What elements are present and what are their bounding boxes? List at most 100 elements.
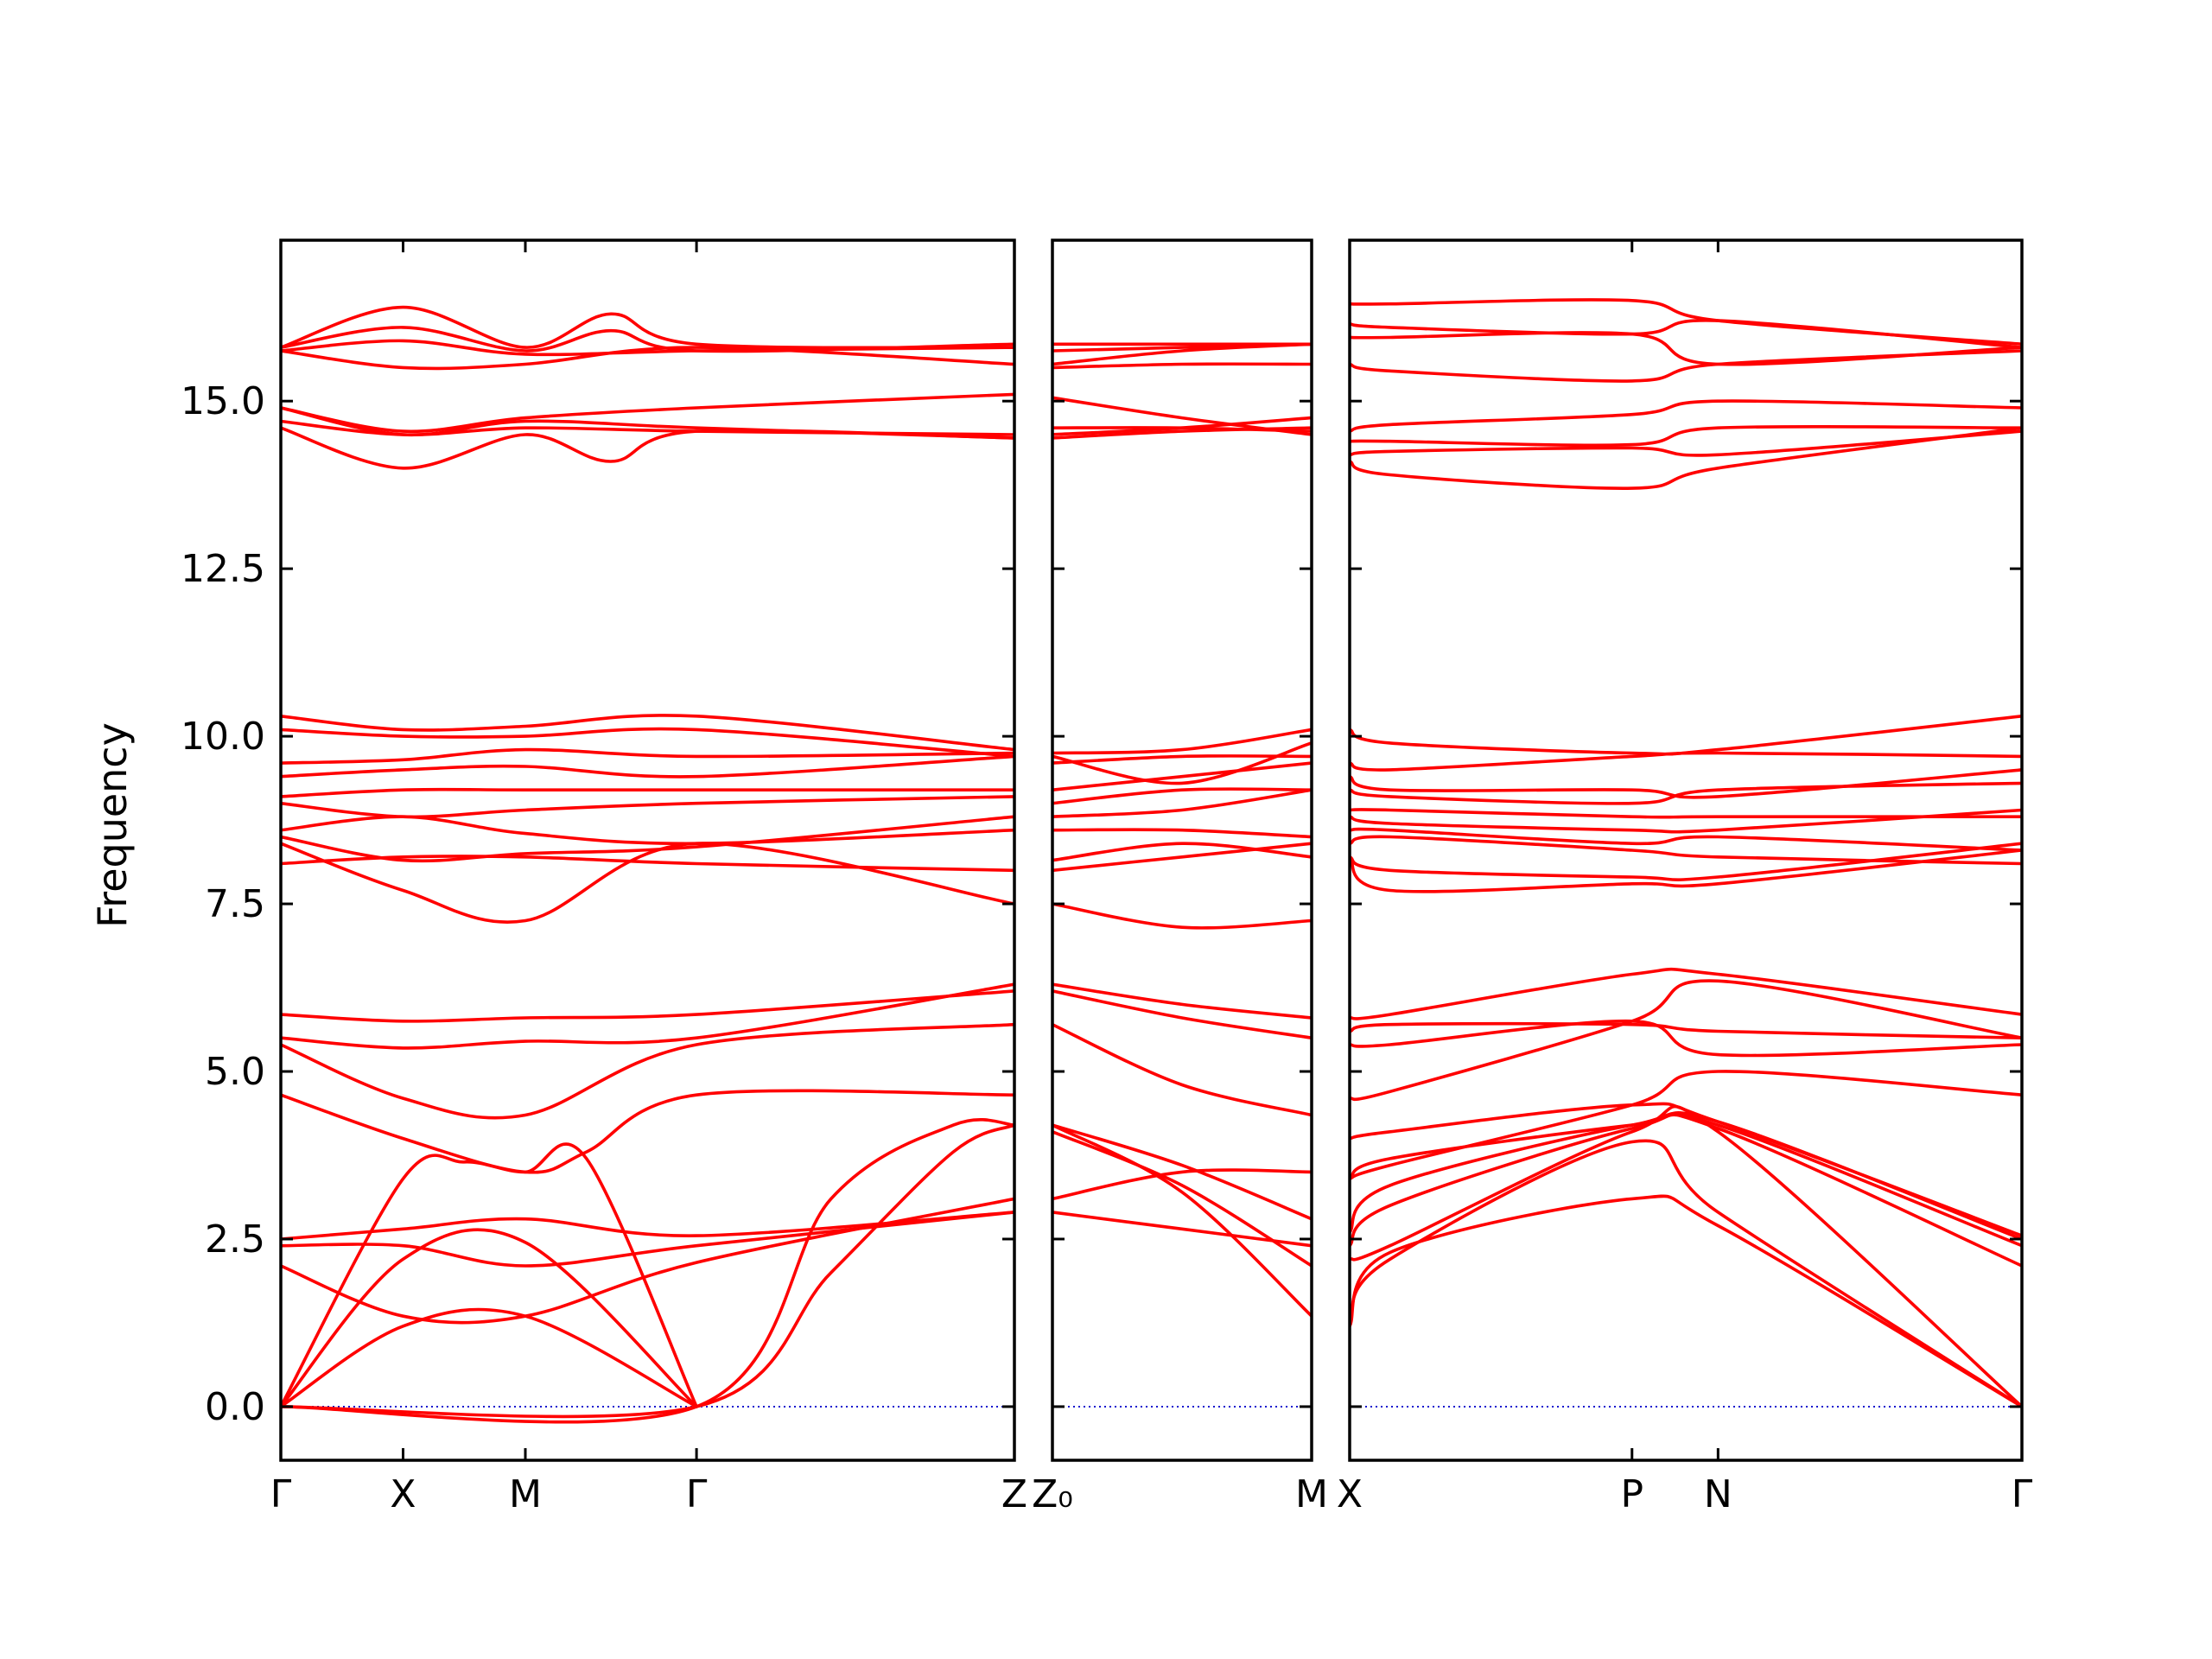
- band-line: [1052, 761, 1312, 791]
- band-line: [1052, 828, 1312, 839]
- band-line: [1052, 1168, 1312, 1201]
- y-tick-label: 5.0: [205, 1050, 265, 1094]
- band-line: [1052, 1211, 1312, 1248]
- band-line: [1350, 426, 2022, 490]
- band-line: [281, 346, 1014, 371]
- band-line: [1350, 1102, 2022, 1237]
- x-tick-label: X: [1337, 1472, 1363, 1516]
- band-line: [1350, 1111, 2022, 1248]
- band-line: [281, 1142, 698, 1408]
- band-line: [1350, 827, 2022, 852]
- axes-frame: [1051, 238, 1313, 1462]
- band-line: [1350, 715, 2022, 756]
- x-tick-label: Γ: [270, 1472, 292, 1516]
- band-line: [281, 754, 1014, 779]
- band-line: [1350, 849, 2022, 893]
- band-line: [1350, 349, 2022, 383]
- x-tick-label: N: [1704, 1472, 1732, 1516]
- band-line: [1350, 808, 2022, 819]
- band-line: [281, 747, 1014, 765]
- band-line: [1350, 424, 2022, 448]
- band-line: [1350, 429, 2022, 457]
- band-line: [1052, 982, 1312, 1020]
- band-line: [281, 714, 1014, 752]
- axes-frame: [279, 238, 1016, 1462]
- chart-panels: 0.02.55.07.510.012.515.0Γ X M Γ Z Z₀ M X P N Γ: [181, 238, 2033, 1516]
- band-line: [1052, 787, 1312, 805]
- band-line: [281, 1211, 1014, 1241]
- x-tick-label: Γ: [686, 1472, 708, 1516]
- band-lines: [1350, 298, 2022, 1408]
- band-line: [281, 1022, 1014, 1120]
- band-line: [1052, 902, 1312, 930]
- band-line: [1052, 362, 1312, 370]
- band-line: [281, 795, 1014, 819]
- panel-1: 0.0 2.5 5.0 7.5 10.0 12.5 15.0 Γ X M Γ Z: [181, 238, 1027, 1516]
- band-line: [281, 1211, 1014, 1268]
- band-line: [1350, 1194, 2022, 1408]
- y-tick-label: 10.0: [181, 715, 265, 759]
- band-line: [281, 305, 1014, 350]
- band-line: [281, 982, 1014, 1050]
- band-line: [1052, 1130, 1312, 1268]
- band-line: [1350, 1113, 2022, 1268]
- band-line: [281, 1123, 1014, 1419]
- band-line: [281, 392, 1014, 434]
- band-line: [281, 1089, 1014, 1174]
- band-line: [281, 1117, 1014, 1424]
- band-line: [1350, 979, 2022, 1102]
- band-line: [1052, 1022, 1312, 1117]
- y-tick-label: 12.5: [181, 547, 265, 591]
- band-line: [281, 815, 1014, 863]
- band-line: [1350, 1021, 2022, 1039]
- band-line: [1350, 768, 2022, 799]
- band-line: [1052, 426, 1312, 440]
- band-line: [1350, 1019, 2022, 1058]
- band-line: [281, 1197, 1014, 1325]
- band-line: [1052, 1123, 1312, 1221]
- band-line: [1052, 842, 1312, 873]
- x-tick-label: M: [1295, 1472, 1328, 1516]
- band-line: [1052, 741, 1312, 785]
- panel-2: Z₀ M: [1032, 238, 1328, 1516]
- band-line: [1350, 967, 2022, 1020]
- band-line: [1052, 728, 1312, 755]
- band-line: [281, 1228, 698, 1408]
- band-line: [1350, 331, 2022, 366]
- x-tick-label: Z₀: [1032, 1472, 1073, 1516]
- band-line: [281, 727, 1014, 759]
- band-line: [1052, 396, 1312, 436]
- band-line: [281, 406, 1014, 440]
- band-line: [1350, 1139, 2022, 1408]
- band-line: [1052, 989, 1312, 1039]
- y-tick-label: 15.0: [181, 379, 265, 423]
- band-line: [1350, 835, 2022, 866]
- y-axis-label: Frequency: [89, 722, 136, 928]
- y-tick-label: 2.5: [205, 1217, 265, 1262]
- band-line: [1350, 781, 2022, 805]
- band-line: [281, 842, 1014, 924]
- axes-frame: [1348, 238, 2024, 1462]
- band-lines: [1052, 342, 1312, 1318]
- band-line: [281, 989, 1014, 1023]
- band-line: [1052, 842, 1312, 862]
- band-line: [281, 787, 1014, 798]
- y-tick-label: 0.0: [205, 1385, 265, 1429]
- y-tick-label: 7.5: [205, 882, 265, 926]
- x-tick-label: Γ: [2012, 1472, 2033, 1516]
- band-line: [1350, 1070, 2022, 1180]
- band-line: [1350, 399, 2022, 433]
- x-tick-label: M: [509, 1472, 542, 1516]
- band-line: [1350, 298, 2022, 346]
- band-line: [1350, 319, 2022, 349]
- x-tick-label: Z: [1001, 1472, 1027, 1516]
- band-line: [1350, 808, 2022, 834]
- x-tick-label: X: [390, 1472, 416, 1516]
- band-line: [1350, 751, 2022, 772]
- band-line: [1052, 1123, 1312, 1318]
- band-line: [281, 1307, 698, 1408]
- band-line: [1052, 788, 1312, 818]
- band-line: [281, 326, 1014, 353]
